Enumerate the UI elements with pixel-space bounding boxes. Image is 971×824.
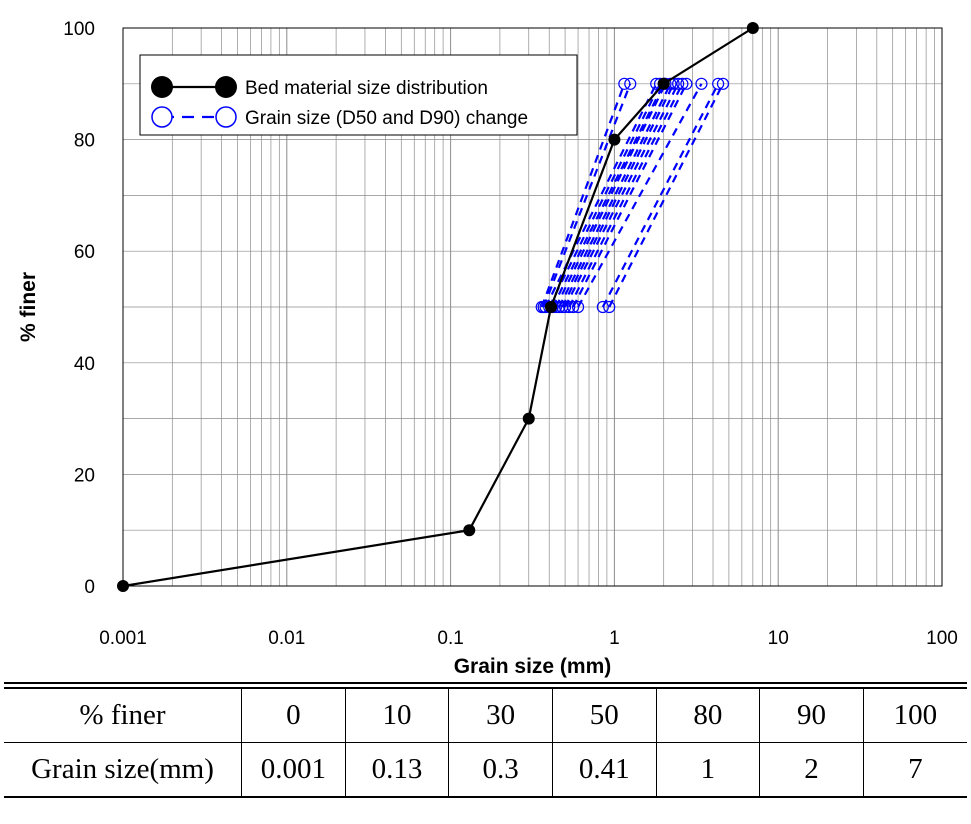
d50-marker bbox=[603, 300, 616, 314]
plot-area bbox=[122, 27, 943, 587]
legend-marker bbox=[151, 76, 173, 98]
x-tick-label: 0.001 bbox=[99, 628, 147, 649]
data-table-wrapper: % finer 0 10 30 50 80 90 100 Grain size(mm) 0.001… bbox=[4, 682, 967, 798]
x-axis-ticks: 0.001 0.01 0.1 1 10 100 bbox=[99, 628, 958, 649]
table-row: Grain size(mm) 0.001 0.13 0.3 0.41 1 2 7 bbox=[4, 742, 967, 798]
chart-legend: Bed material size distribution Grain siz… bbox=[139, 54, 578, 136]
grain-size-change-line bbox=[577, 83, 703, 308]
y-axis-title: % finer bbox=[17, 272, 40, 342]
table-cell: 0.001 bbox=[241, 742, 346, 798]
bed-material-series bbox=[117, 22, 759, 592]
x-tick-label: 0.01 bbox=[268, 628, 305, 649]
table-cell: 80 bbox=[655, 689, 760, 743]
table-top-rule-inner bbox=[4, 687, 967, 689]
y-tick-label: 80 bbox=[74, 131, 95, 152]
d90-marker bbox=[624, 77, 637, 90]
y-tick-label: 100 bbox=[63, 19, 95, 40]
legend-label-bed-material: Bed material size distribution bbox=[245, 78, 488, 99]
legend-symbol-bed-material bbox=[151, 76, 237, 98]
row-header-cell: % finer bbox=[4, 689, 242, 743]
legend-marker bbox=[151, 106, 173, 128]
y-tick-label: 0 bbox=[84, 577, 95, 598]
grain-size-chart: 0.001 0.01 0.1 1 10 100 0 20 40 60 80 100 Grain si… bbox=[17, 19, 958, 678]
row-header-cell: Grain size(mm) bbox=[4, 742, 242, 798]
table-cell: 50 bbox=[551, 689, 657, 743]
x-tick-label: 100 bbox=[926, 628, 958, 649]
table-top-rule bbox=[4, 682, 967, 684]
grain-size-change-line bbox=[540, 83, 626, 308]
d50-marker bbox=[563, 300, 576, 314]
table-cell: 0.3 bbox=[448, 742, 553, 798]
x-tick-label: 1 bbox=[609, 628, 620, 649]
d50-marker bbox=[596, 300, 609, 314]
d50-d90-series bbox=[535, 77, 730, 314]
table-cell: 90 bbox=[759, 689, 864, 743]
bed-material-point bbox=[463, 524, 476, 537]
y-tick-label: 20 bbox=[74, 465, 95, 486]
d90-marker bbox=[672, 77, 685, 90]
table-cell: 1 bbox=[655, 742, 760, 798]
d90-marker bbox=[695, 77, 708, 90]
d90-marker bbox=[716, 77, 730, 90]
legend-label-grain-size-change: Grain size (D50 and D90) change bbox=[245, 108, 528, 129]
bed-material-point bbox=[544, 301, 557, 313]
d50-marker bbox=[571, 300, 585, 314]
table-cell: 100 bbox=[862, 689, 967, 743]
y-axis-ticks: 0 20 40 60 80 100 bbox=[63, 19, 95, 598]
bed-material-point bbox=[608, 133, 621, 146]
legend-symbol-grain-size-change bbox=[151, 106, 237, 128]
bed-material-point bbox=[522, 412, 535, 425]
legend-box bbox=[139, 54, 578, 136]
table-cell: 30 bbox=[448, 689, 553, 743]
legend-marker bbox=[215, 106, 237, 128]
table-cell: 10 bbox=[344, 689, 449, 743]
d90-marker bbox=[680, 77, 693, 90]
data-table: % finer 0 10 30 50 80 90 100 Grain size(mm) 0.001… bbox=[4, 689, 967, 798]
bed-material-point bbox=[117, 580, 129, 592]
table-cell: 0.41 bbox=[551, 742, 657, 798]
table-row: % finer 0 10 30 50 80 90 100 bbox=[4, 689, 967, 743]
table-cell: 2 bbox=[759, 742, 864, 798]
d90-marker bbox=[712, 77, 725, 90]
table-cell: 7 bbox=[862, 742, 967, 798]
d50-marker bbox=[558, 300, 572, 314]
grain-size-change-line bbox=[542, 83, 632, 308]
x-tick-label: 10 bbox=[768, 628, 789, 649]
bed-material-point bbox=[746, 22, 759, 34]
legend-marker bbox=[215, 76, 237, 98]
table-cell: 0.13 bbox=[344, 742, 449, 798]
bed-material-point bbox=[657, 77, 670, 90]
x-tick-label: 0.1 bbox=[437, 628, 463, 649]
table-cell: 0 bbox=[241, 689, 346, 743]
y-tick-label: 60 bbox=[74, 242, 95, 263]
y-tick-label: 40 bbox=[74, 354, 95, 375]
x-axis-title: Grain size (mm) bbox=[454, 655, 612, 678]
